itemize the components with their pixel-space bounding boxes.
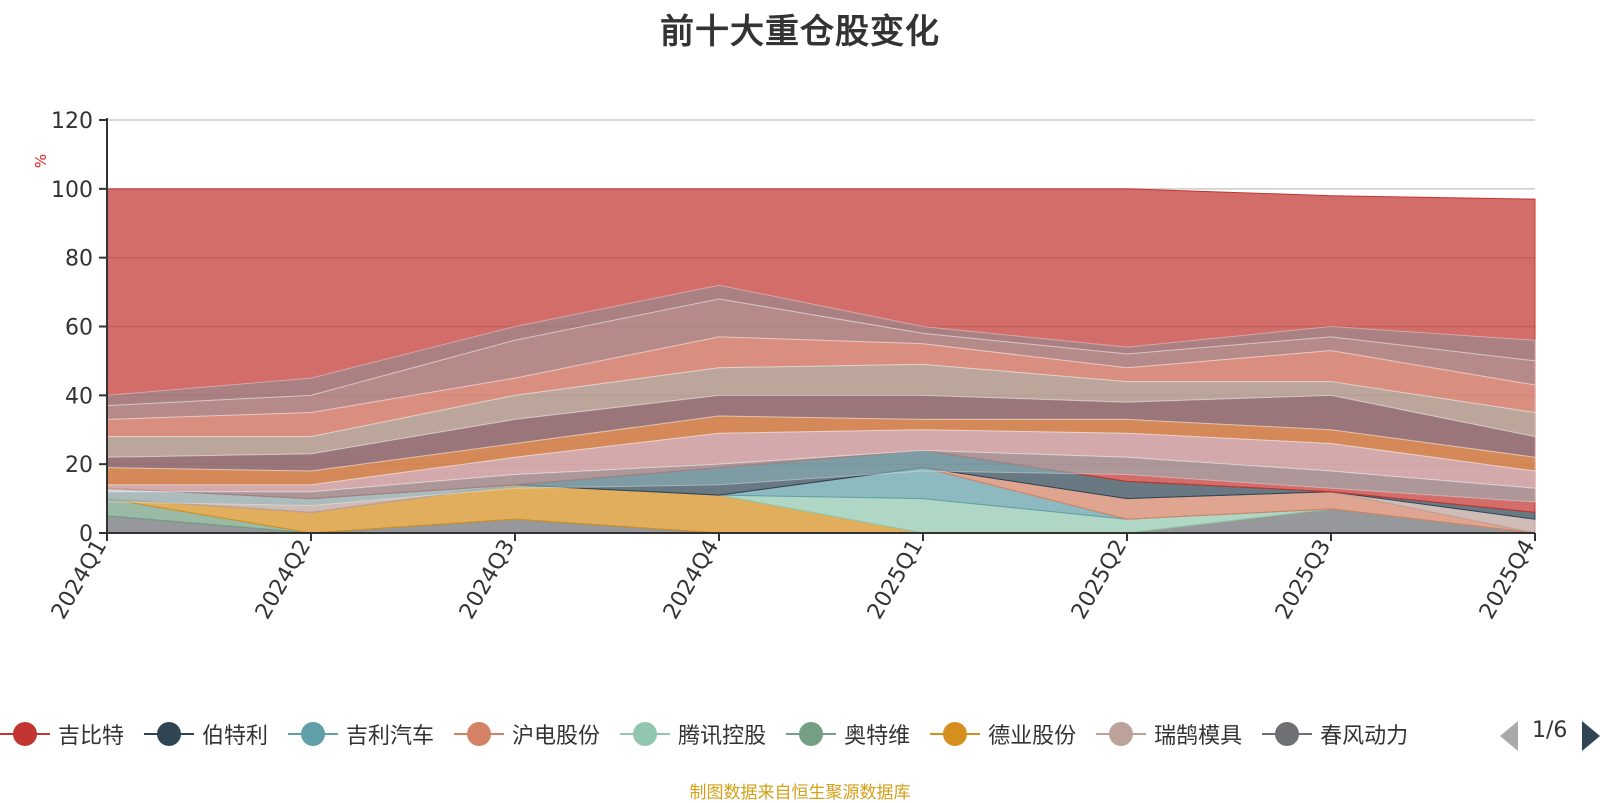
source-note: 制图数据来自恒生聚源数据库 bbox=[689, 783, 911, 803]
legend-label: 腾讯控股 bbox=[678, 724, 767, 749]
legend-label: 春风动力 bbox=[1320, 724, 1409, 749]
legend-item-吉利汽车[interactable]: 吉利汽车 bbox=[288, 718, 434, 750]
x-tick-label-2025Q2: 2025Q2 bbox=[1067, 536, 1132, 624]
legend-pager: 1/6 bbox=[1500, 718, 1600, 751]
legend-item-春风动力[interactable]: 春风动力 bbox=[1262, 718, 1408, 750]
legend-label: 奥特维 bbox=[844, 724, 911, 749]
legend-page-indicator: 1/6 bbox=[1532, 718, 1568, 743]
y-tick-label-20: 20 bbox=[65, 453, 93, 478]
legend-marker-icon bbox=[1096, 721, 1147, 747]
x-tick-label-2024Q4: 2024Q4 bbox=[659, 536, 724, 624]
legend-item-奥特维[interactable]: 奥特维 bbox=[786, 718, 910, 750]
legend-marker-icon bbox=[930, 721, 981, 747]
legend-label: 吉比特 bbox=[58, 724, 125, 749]
legend-item-德业股份[interactable]: 德业股份 bbox=[930, 718, 1076, 750]
chart-title: 前十大重仓股变化 bbox=[660, 12, 940, 52]
overlay-bands bbox=[106, 284, 1536, 506]
y-tick-label-0: 0 bbox=[79, 522, 93, 547]
y-tick-label-100: 100 bbox=[51, 178, 93, 203]
overlay-band-7 bbox=[106, 449, 1536, 506]
y-tick-label-40: 40 bbox=[65, 384, 93, 409]
legend-item-沪电股份[interactable]: 沪电股份 bbox=[454, 718, 600, 750]
legend: 吉比特 伯特利 吉利汽车 沪电股份 腾讯控股 奥特维 德业股份 瑞鹄模具 春风动力 bbox=[0, 718, 1480, 750]
x-tick-label-2024Q1: 2024Q1 bbox=[47, 536, 112, 624]
legend-label: 吉利汽车 bbox=[346, 724, 435, 749]
legend-marker-icon bbox=[288, 721, 339, 747]
legend-next-arrow-icon[interactable] bbox=[1582, 721, 1600, 751]
legend-label: 沪电股份 bbox=[512, 724, 601, 749]
legend-marker-icon bbox=[620, 721, 671, 747]
x-tick-label-2024Q2: 2024Q2 bbox=[251, 536, 316, 624]
legend-marker-icon bbox=[1262, 721, 1313, 747]
legend-prev-arrow-icon[interactable] bbox=[1500, 721, 1518, 751]
axes bbox=[99, 118, 1536, 541]
legend-label: 德业股份 bbox=[988, 724, 1077, 749]
x-tick-label-2024Q3: 2024Q3 bbox=[455, 536, 520, 624]
y-tick-label-60: 60 bbox=[65, 316, 93, 341]
stacked-area-chart: 0 20 40 60 80 100 120 2024Q1 2024Q2 2024Q3 2024Q4… bbox=[47, 109, 1540, 624]
legend-label: 瑞鹄模具 bbox=[1154, 724, 1243, 749]
y-tick-labels: 0 20 40 60 80 100 120 bbox=[51, 109, 93, 547]
legend-label: 伯特利 bbox=[202, 724, 269, 749]
x-tick-labels: 2024Q1 2024Q2 2024Q3 2024Q4 2025Q1 2025Q2 2025… bbox=[47, 536, 1540, 624]
legend-item-瑞鹄模具[interactable]: 瑞鹄模具 bbox=[1096, 718, 1242, 750]
x-tick-label-2025Q4: 2025Q4 bbox=[1475, 536, 1540, 624]
x-tick-label-2025Q3: 2025Q3 bbox=[1271, 536, 1336, 624]
legend-marker-icon bbox=[144, 721, 195, 747]
legend-marker-icon bbox=[454, 721, 505, 747]
y-tick-label-80: 80 bbox=[65, 247, 93, 272]
legend-item-腾讯控股[interactable]: 腾讯控股 bbox=[620, 718, 766, 750]
x-tick-label-2025Q1: 2025Q1 bbox=[863, 536, 928, 624]
legend-item-吉比特[interactable]: 吉比特 bbox=[0, 718, 124, 750]
legend-marker-icon bbox=[0, 721, 50, 747]
legend-marker-icon bbox=[786, 721, 837, 747]
y-tick-label-120: 120 bbox=[51, 109, 93, 134]
legend-item-伯特利[interactable]: 伯特利 bbox=[144, 718, 268, 750]
